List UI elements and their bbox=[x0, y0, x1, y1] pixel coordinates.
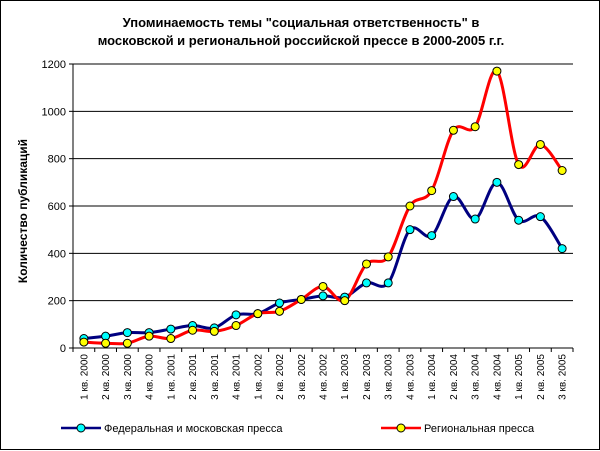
series-0-point bbox=[557, 244, 567, 254]
series-1-point bbox=[535, 139, 545, 149]
series-1-point bbox=[231, 321, 241, 331]
series-1-point bbox=[427, 186, 437, 196]
series-0-point bbox=[275, 298, 285, 308]
series-1-point bbox=[492, 66, 502, 76]
series-1-point bbox=[361, 259, 371, 269]
series-0-point bbox=[318, 291, 328, 301]
legend-marker-regional bbox=[396, 423, 406, 433]
series-1-point bbox=[296, 294, 306, 304]
series-1-point bbox=[122, 338, 132, 348]
chart-title-line-1: Упоминаемость темы "социальная ответстве… bbox=[123, 15, 480, 30]
series-1-point bbox=[383, 252, 393, 262]
x-tick-label: 3 кв. 2000 bbox=[123, 354, 134, 400]
x-tick-label: 4 кв. 2003 bbox=[405, 354, 416, 400]
x-tick-label: 2 кв. 2000 bbox=[101, 354, 112, 400]
series-1-point bbox=[448, 125, 458, 135]
y-tick-label: 1000 bbox=[42, 106, 66, 118]
series-0-point bbox=[405, 225, 415, 235]
series-0-point bbox=[427, 231, 437, 241]
series-1-point bbox=[514, 160, 524, 170]
x-tick-label: 3 кв. 2001 bbox=[210, 354, 221, 400]
series-0-point bbox=[514, 215, 524, 225]
chart-title-line-2: московской и региональной российской пре… bbox=[98, 33, 505, 48]
series-1-point bbox=[318, 281, 328, 291]
x-tick-label: 2 кв. 2002 bbox=[275, 354, 286, 400]
x-tick-label: 1 кв. 2002 bbox=[253, 354, 264, 400]
series-1-point bbox=[166, 334, 176, 344]
x-tick-label: 2 кв. 2003 bbox=[362, 354, 373, 400]
series-1-point bbox=[275, 306, 285, 316]
x-tick-label: 2 кв. 2004 bbox=[449, 354, 460, 400]
x-tick-label: 3 кв. 2005 bbox=[558, 354, 569, 400]
series-1-point bbox=[253, 309, 263, 319]
y-tick-labels: 0 200 400 600 800 1000 1200 bbox=[42, 59, 66, 355]
x-tick-label: 1 кв. 2005 bbox=[514, 354, 525, 400]
series-0-point bbox=[166, 324, 176, 334]
x-tick-label: 4 кв. 2004 bbox=[492, 354, 503, 400]
x-tick-label: 3 кв. 2003 bbox=[384, 354, 395, 400]
x-tick-labels: 1 кв. 2000 2 кв. 2000 3 кв. 2000 4 кв. 2000… bbox=[79, 354, 568, 400]
y-tick-label: 600 bbox=[48, 201, 66, 213]
legend-marker-federal bbox=[76, 423, 86, 433]
series-1-point bbox=[188, 325, 198, 335]
y-axis-label: Количество публикаций bbox=[16, 139, 30, 283]
y-tick-label: 400 bbox=[48, 248, 66, 260]
legend-label-federal: Федеральная и московская пресса bbox=[104, 423, 283, 435]
series-1-point bbox=[340, 296, 350, 306]
axes bbox=[69, 63, 574, 352]
series-0-point bbox=[535, 212, 545, 222]
series-0-point bbox=[448, 192, 458, 202]
legend: Федеральная и московская пресса Регионал… bbox=[61, 423, 535, 435]
series-1-point bbox=[405, 201, 415, 211]
series-0-point bbox=[383, 278, 393, 288]
x-tick-label: 1 кв. 2001 bbox=[166, 354, 177, 400]
x-tick-label: 3 кв. 2004 bbox=[471, 354, 482, 400]
x-tick-label: 4 кв. 2002 bbox=[319, 354, 330, 400]
x-tick-label: 3 кв. 2002 bbox=[297, 354, 308, 400]
legend-label-regional: Региональная пресса bbox=[424, 423, 535, 435]
grid-lines bbox=[73, 63, 573, 302]
x-tick-label: 1 кв. 2000 bbox=[79, 354, 90, 400]
series-0-point bbox=[231, 310, 241, 320]
series-markers bbox=[79, 66, 567, 348]
y-tick-label: 0 bbox=[60, 343, 66, 355]
series-1-point bbox=[557, 166, 567, 175]
series-0-point bbox=[470, 214, 480, 224]
y-tick-label: 1200 bbox=[42, 59, 66, 71]
series-1-point bbox=[79, 337, 89, 347]
x-tick-label: 4 кв. 2001 bbox=[232, 354, 243, 400]
y-tick-label: 200 bbox=[48, 296, 66, 308]
series-0-point bbox=[122, 328, 132, 338]
y-tick-label: 800 bbox=[48, 154, 66, 166]
series-0-point bbox=[492, 177, 502, 187]
x-tick-label: 1 кв. 2004 bbox=[427, 354, 438, 400]
x-tick-label: 1 кв. 2003 bbox=[340, 354, 351, 400]
x-tick-label: 4 кв. 2000 bbox=[145, 354, 156, 400]
series-1-point bbox=[209, 326, 219, 336]
series-1-point bbox=[144, 331, 154, 341]
series-1-point bbox=[470, 122, 480, 132]
series-1-point bbox=[101, 338, 111, 348]
x-tick-label: 2 кв. 2005 bbox=[536, 354, 547, 400]
series-0-point bbox=[361, 278, 371, 288]
x-tick-label: 2 кв. 2001 bbox=[188, 354, 199, 400]
